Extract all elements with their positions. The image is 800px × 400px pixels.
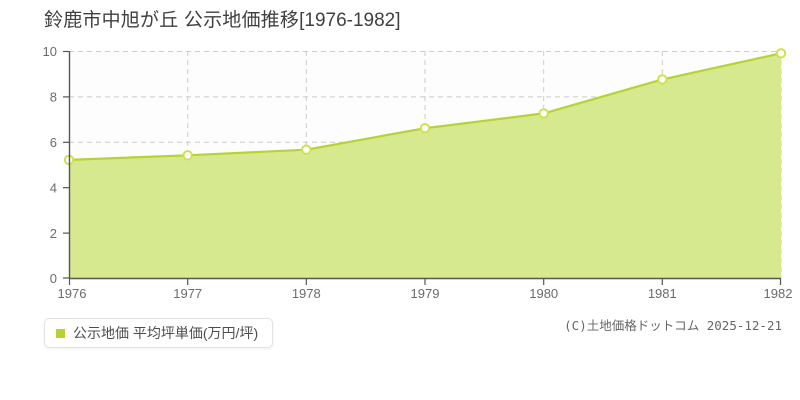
chart-title-range: [1976-1982] bbox=[299, 10, 401, 31]
x-label-1982: 1982 bbox=[764, 286, 793, 301]
series-markers bbox=[63, 48, 787, 166]
x-label-1979: 1979 bbox=[411, 286, 440, 301]
copyright-credit: (C)土地価格ドットコム 2025-12-21 bbox=[564, 318, 782, 333]
chart-title-main: 鈴鹿市中旭が丘 公示地価推移 bbox=[44, 10, 300, 31]
y-label-2: 2 bbox=[50, 226, 57, 241]
x-label-1976: 1976 bbox=[58, 286, 87, 301]
x-axis-ticks bbox=[68, 278, 782, 285]
y-axis-ticks bbox=[63, 50, 69, 279]
chart-title: 鈴鹿市中旭が丘 公示地価推移[1976-1982] bbox=[44, 9, 401, 33]
legend-label: 公示地価 平均坪単価(万円/坪) bbox=[73, 325, 259, 341]
data-point-1981[interactable] bbox=[657, 74, 668, 85]
data-point-1982[interactable] bbox=[775, 48, 787, 59]
data-point-1980[interactable] bbox=[538, 108, 549, 119]
y-label-8: 8 bbox=[50, 90, 57, 105]
x-label-1981: 1981 bbox=[648, 286, 677, 301]
y-label-0: 0 bbox=[50, 271, 57, 286]
chart-legend[interactable]: 公示地価 平均坪単価(万円/坪) bbox=[44, 318, 274, 348]
series-area-fill bbox=[69, 53, 781, 278]
data-point-1977[interactable] bbox=[182, 150, 193, 161]
y-axis-labels: 10 8 6 4 2 0 bbox=[43, 44, 57, 286]
y-label-4: 4 bbox=[50, 181, 57, 196]
x-label-1977: 1977 bbox=[173, 286, 202, 301]
x-label-1978: 1978 bbox=[292, 286, 321, 301]
y-label-10: 10 bbox=[43, 44, 57, 59]
x-axis-labels: 1976 1977 1978 1979 1980 1981 1982 bbox=[58, 286, 793, 301]
legend-swatch-icon bbox=[56, 328, 65, 338]
data-point-1979[interactable] bbox=[419, 123, 431, 134]
y-label-6: 6 bbox=[50, 135, 57, 150]
data-point-1978[interactable] bbox=[301, 144, 312, 155]
x-label-1980: 1980 bbox=[529, 286, 558, 301]
